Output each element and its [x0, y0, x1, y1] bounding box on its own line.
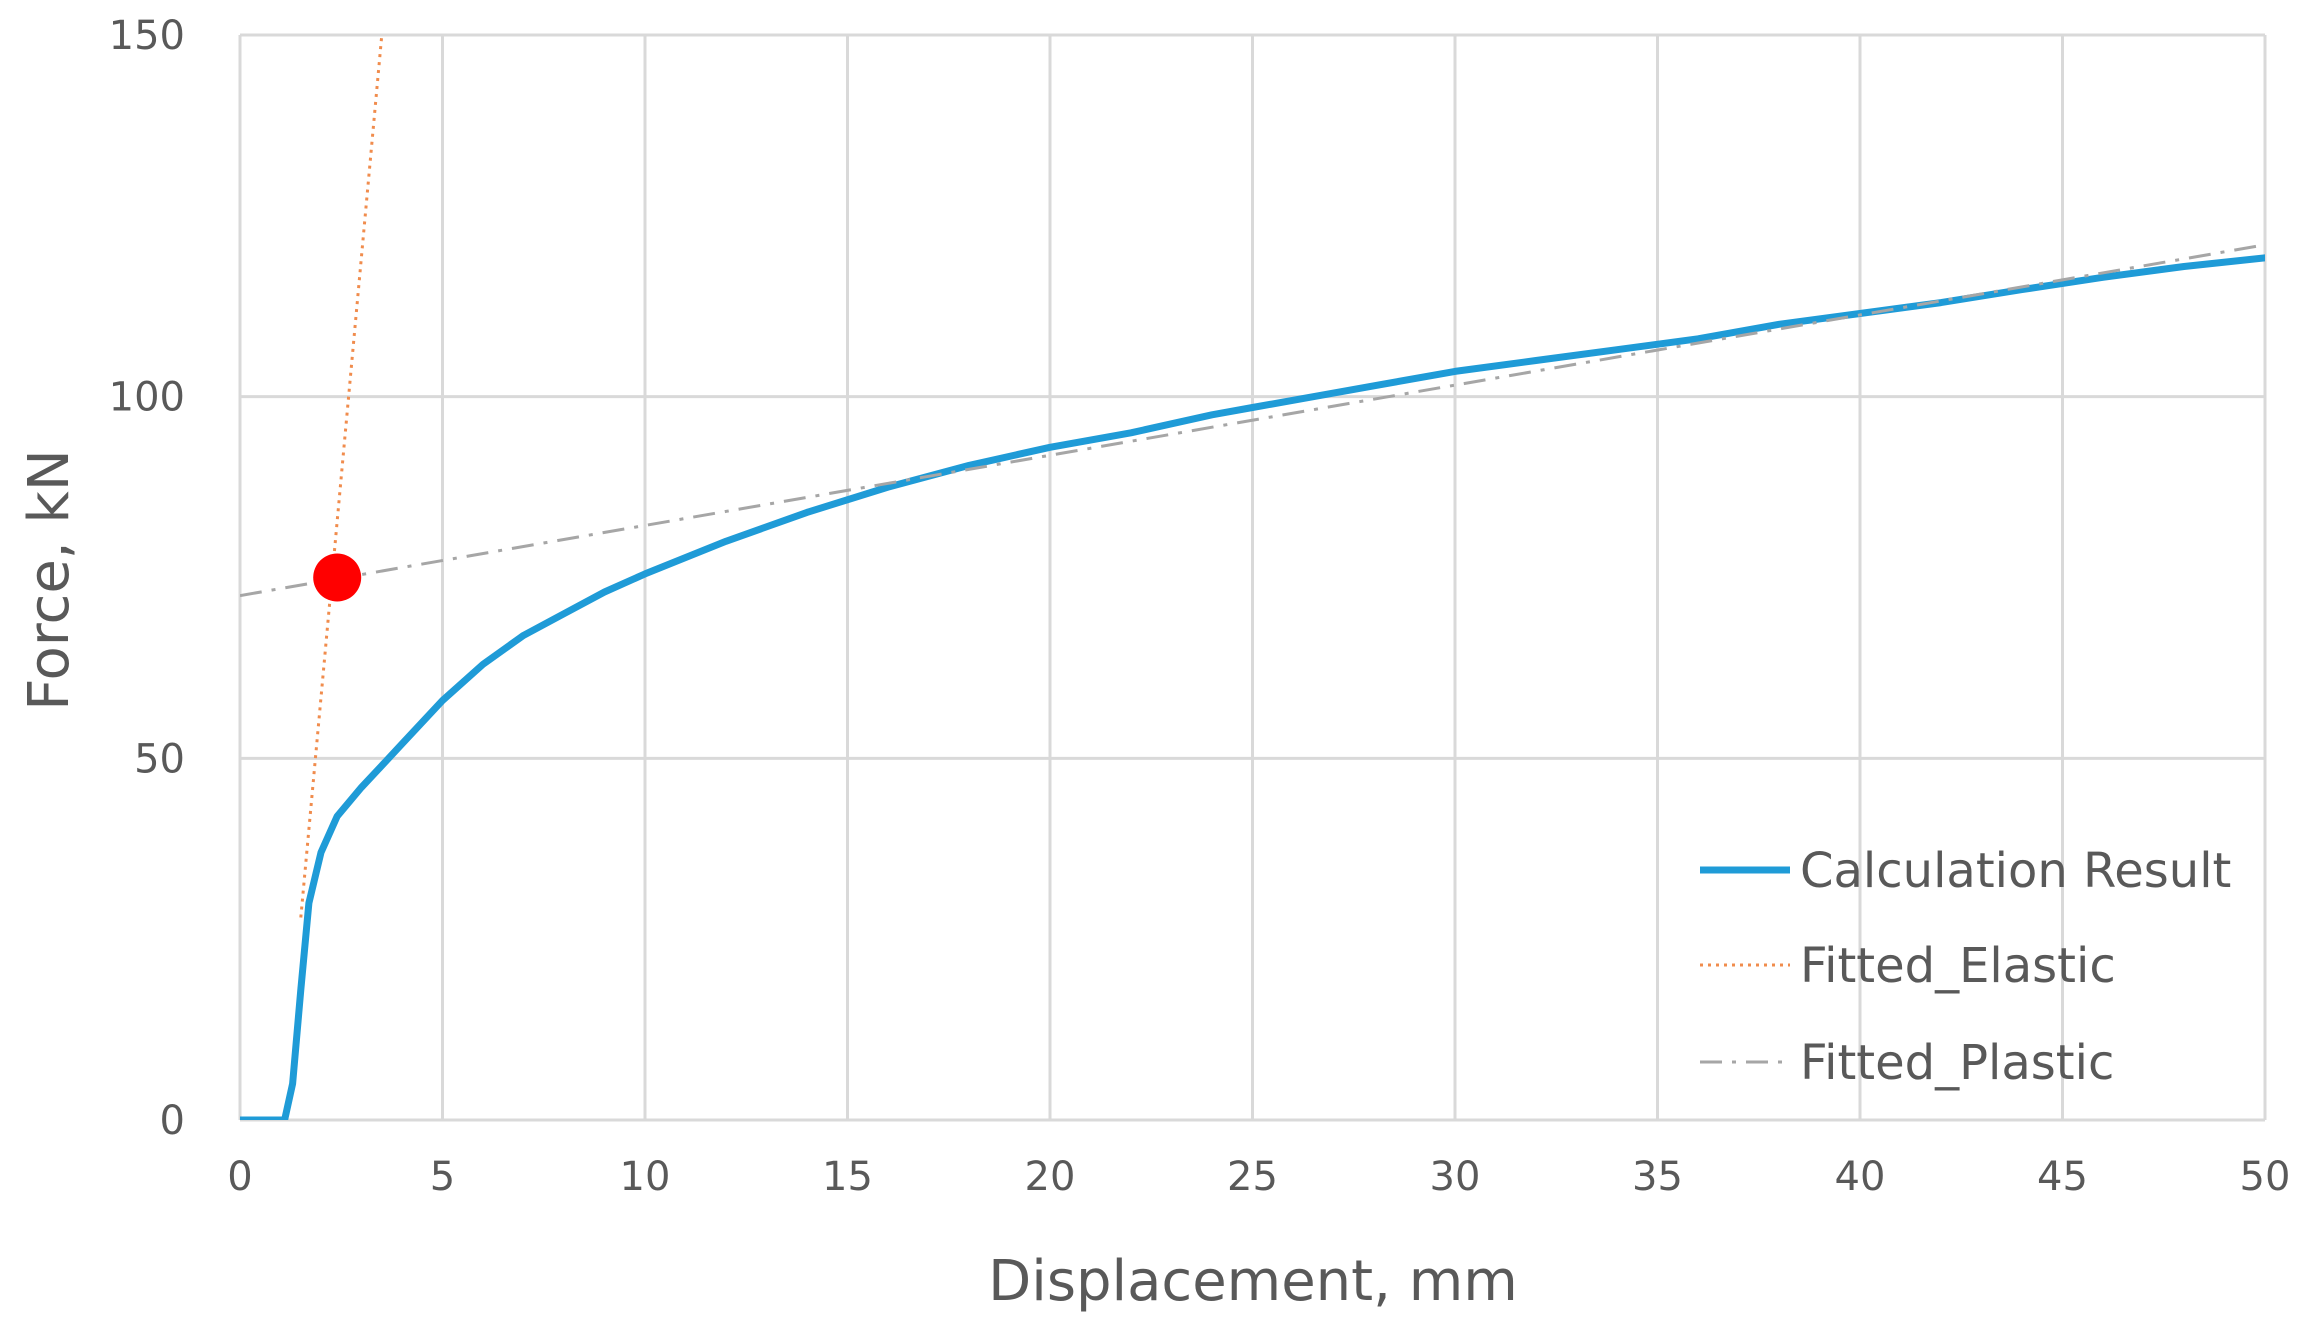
x-tick-label: 40: [1835, 1154, 1886, 1200]
x-tick-label: 50: [2240, 1154, 2291, 1200]
x-tick-label: 45: [2037, 1154, 2088, 1200]
series-line-fitted-plastic: [240, 243, 2265, 598]
x-tick-label: 10: [620, 1154, 671, 1200]
x-tick-label: 5: [430, 1154, 455, 1200]
x-tick-label: 15: [822, 1154, 873, 1200]
legend-label-calculation-result: Calculation Result: [1800, 843, 2231, 899]
x-tick-label: 25: [1227, 1154, 1278, 1200]
legend-label-fitted-elastic: Fitted_Elastic: [1800, 938, 2116, 994]
tick-labels: 0 5 10 15 20 25 30 35 40 45 50 0 50 100 150: [109, 13, 2291, 1200]
x-tick-label: 0: [227, 1154, 252, 1200]
series-layer: [240, 35, 2265, 1120]
y-axis-title: Force, kN: [17, 449, 82, 710]
legend-label-fitted-plastic: Fitted_Plastic: [1800, 1035, 2114, 1091]
y-tick-label: 50: [134, 736, 185, 782]
y-tick-label: 0: [160, 1098, 185, 1144]
x-axis-title: Displacement, mm: [988, 1249, 1518, 1314]
y-tick-label: 100: [109, 375, 185, 421]
marker-layer: [313, 553, 362, 602]
x-tick-label: 35: [1632, 1154, 1683, 1200]
y-tick-label: 150: [109, 13, 185, 59]
series-line-fitted-elastic: [299, 35, 384, 918]
legend: Calculation Result Fitted_Elastic Fitted_P…: [1700, 843, 2231, 1091]
x-tick-label: 20: [1025, 1154, 1076, 1200]
yield-point-marker: [313, 553, 362, 602]
series-line-calculation-result: [240, 254, 2265, 1120]
grid: [238, 33, 2267, 1122]
x-tick-label: 30: [1430, 1154, 1481, 1200]
